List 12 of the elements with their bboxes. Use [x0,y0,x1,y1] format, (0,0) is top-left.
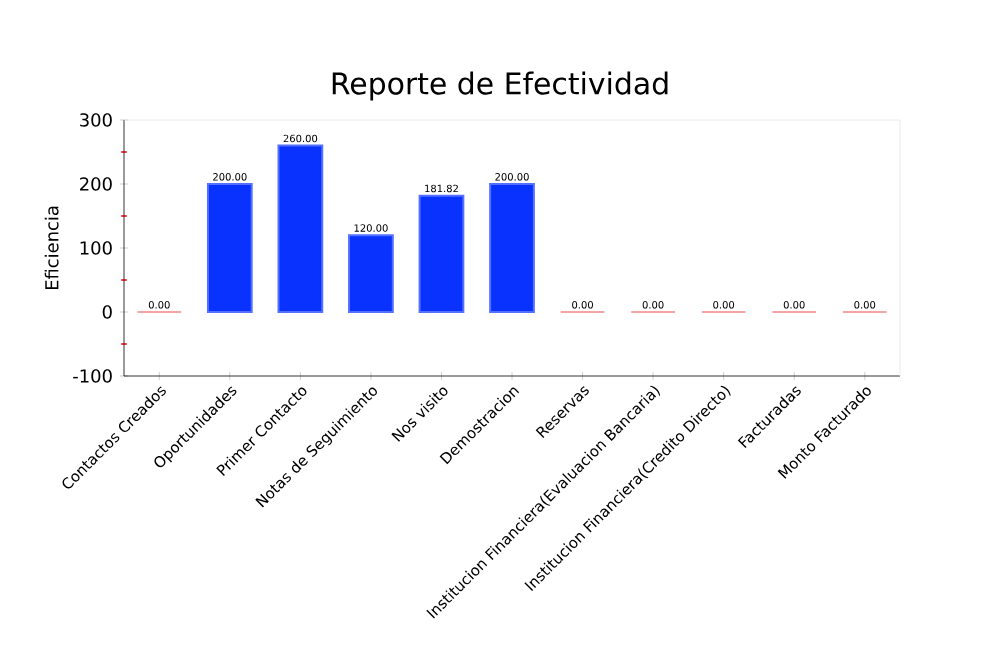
bar [277,144,324,313]
y-tick-label: -100 [73,369,112,383]
y-tick-label: 0 [102,305,112,319]
bar [489,183,535,313]
y-tick-label: 200 [80,177,112,191]
y-tick-label: 100 [80,241,112,255]
y-axis-title: Eficiencia [44,206,59,290]
bar [206,183,253,313]
chart-title: Reporte de Efectividad [332,71,668,101]
bar [418,194,465,313]
bar [348,234,394,313]
y-tick-label: 300 [80,113,112,127]
